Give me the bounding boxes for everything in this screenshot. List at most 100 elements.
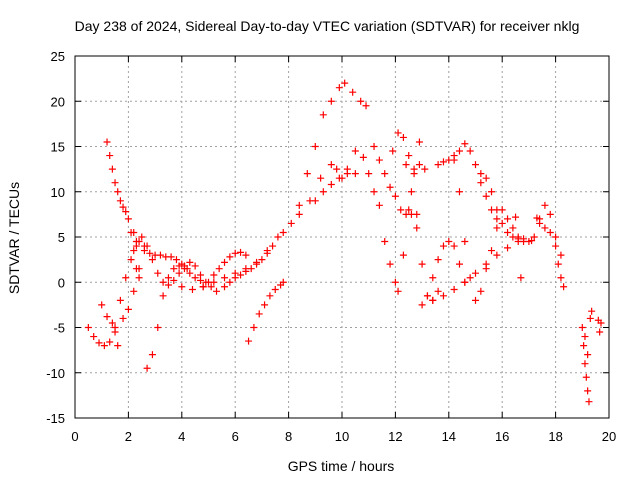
data-point	[119, 203, 127, 211]
data-point	[450, 242, 458, 250]
data-point	[386, 183, 394, 191]
data-point	[311, 143, 319, 150]
y-tick-label: -10	[46, 366, 65, 381]
data-point	[402, 161, 410, 169]
data-point	[295, 210, 303, 218]
series-arc-late-cluster	[504, 201, 565, 259]
data-point	[429, 274, 437, 282]
data-point	[106, 338, 114, 346]
data-point	[450, 285, 458, 293]
data-point	[183, 265, 191, 273]
data-point	[546, 228, 554, 236]
data-point	[116, 197, 124, 205]
data-point	[455, 147, 463, 155]
x-tick-label: 4	[178, 429, 185, 444]
data-point	[178, 260, 186, 268]
data-point	[138, 233, 146, 241]
y-tick-label: 10	[51, 185, 65, 200]
data-point	[405, 206, 413, 214]
series-arc-final-dive	[578, 307, 596, 406]
data-point	[108, 165, 116, 173]
data-point	[472, 269, 479, 277]
series-arc-rising-to-zero	[245, 278, 287, 345]
data-point	[237, 271, 245, 279]
data-point	[413, 210, 421, 218]
data-point	[343, 170, 351, 178]
data-point	[581, 333, 589, 341]
data-point	[119, 314, 127, 322]
data-point	[461, 278, 469, 286]
data-point	[124, 305, 132, 313]
data-point	[389, 147, 397, 155]
data-point	[130, 228, 138, 236]
data-point	[351, 147, 359, 155]
data-point	[111, 179, 119, 187]
data-point	[255, 310, 263, 318]
data-point	[359, 153, 367, 161]
data-point	[357, 97, 365, 105]
series-arc-descending-1	[370, 143, 421, 218]
y-tick-label: -5	[53, 321, 65, 336]
data-point	[498, 219, 506, 227]
data-point	[455, 188, 463, 196]
data-point	[148, 351, 156, 359]
data-point	[434, 287, 442, 295]
data-point	[586, 314, 594, 322]
y-tick-label: 20	[51, 94, 65, 109]
data-point	[237, 248, 245, 256]
series-arc-low-lump	[221, 242, 277, 291]
data-point	[127, 256, 135, 264]
data-point	[391, 278, 399, 286]
x-tick-label: 0	[71, 429, 78, 444]
data-point	[111, 328, 119, 336]
data-point	[98, 301, 106, 309]
data-point	[143, 364, 151, 372]
data-point	[394, 287, 402, 295]
data-point	[333, 165, 341, 173]
y-tick-label: -15	[46, 411, 65, 426]
y-tick-label: 0	[58, 275, 65, 290]
data-point	[213, 287, 221, 295]
data-point	[124, 215, 132, 223]
data-point	[327, 181, 335, 189]
data-point	[167, 253, 175, 261]
data-point	[429, 296, 437, 304]
series-arc-left-scatter	[98, 242, 148, 350]
x-axis-label: GPS time / hours	[288, 458, 395, 474]
data-point	[226, 253, 234, 261]
data-point	[552, 242, 560, 250]
data-point	[578, 324, 586, 331]
chart-title: Day 238 of 2024, Sidereal Day-to-day VTE…	[75, 18, 580, 34]
data-point	[188, 285, 196, 293]
data-point	[170, 265, 178, 273]
data-point	[466, 274, 474, 282]
data-point	[114, 188, 122, 196]
data-point	[541, 201, 549, 209]
x-tick-label: 14	[442, 429, 456, 444]
data-point	[199, 283, 207, 291]
data-point	[557, 251, 565, 259]
data-point	[517, 274, 525, 282]
data-point	[303, 170, 311, 178]
data-point	[421, 165, 429, 173]
data-point	[461, 140, 469, 148]
data-point	[351, 170, 359, 178]
data-point	[514, 235, 522, 243]
data-point	[103, 138, 111, 146]
data-point	[103, 313, 111, 321]
x-tick-label: 10	[335, 429, 349, 444]
data-point	[335, 84, 343, 92]
data-point	[439, 158, 447, 166]
data-point	[258, 256, 266, 264]
data-point	[221, 283, 229, 291]
series-arc-recovery-rise	[423, 238, 469, 300]
data-point	[164, 281, 172, 289]
data-point	[135, 274, 143, 282]
data-point	[295, 201, 303, 209]
series-arc-mid-hump	[199, 248, 250, 291]
data-point	[370, 188, 378, 196]
data-point	[472, 161, 479, 169]
data-point	[271, 285, 279, 293]
data-point	[154, 269, 162, 277]
